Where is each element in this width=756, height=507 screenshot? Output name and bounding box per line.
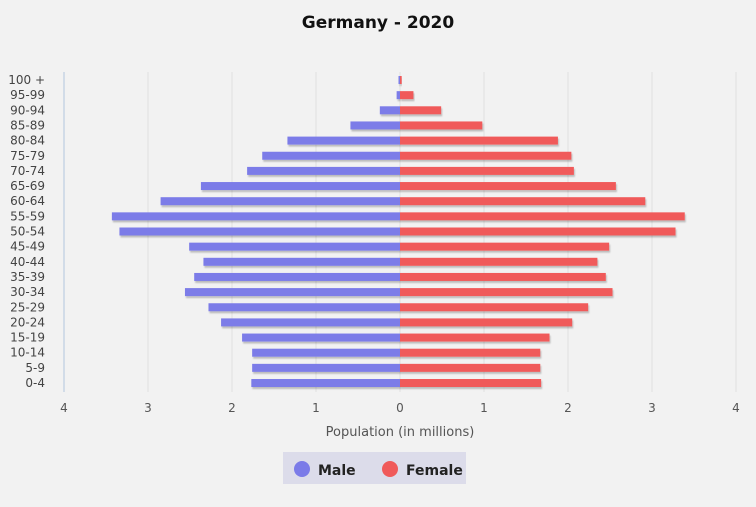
bar-female[interactable] — [400, 151, 572, 160]
bar-female[interactable] — [400, 257, 598, 266]
bar-male[interactable] — [203, 257, 400, 266]
bar-male[interactable] — [242, 333, 400, 342]
bar-male[interactable] — [252, 348, 400, 357]
bar-female[interactable] — [400, 212, 685, 221]
x-tick-label: 3 — [648, 401, 656, 415]
legend: Male Female — [283, 452, 466, 484]
y-tick-label: 10-14 — [10, 346, 45, 360]
bar-female[interactable] — [400, 333, 550, 342]
y-tick-label: 70-74 — [10, 164, 45, 178]
y-tick-label: 40-44 — [10, 255, 45, 269]
legend-label-male: Male — [318, 463, 356, 479]
bar-female[interactable] — [400, 76, 402, 84]
bar-male[interactable] — [379, 106, 400, 115]
bar-male[interactable] — [252, 363, 400, 372]
bar-male[interactable] — [221, 318, 400, 327]
bar-male[interactable] — [194, 272, 400, 281]
bar-female[interactable] — [400, 242, 610, 251]
bar-male[interactable] — [160, 197, 400, 206]
bar-male[interactable] — [398, 76, 401, 84]
bar-male[interactable] — [200, 182, 400, 191]
x-tick-label: 2 — [564, 401, 572, 415]
bar-male[interactable] — [396, 91, 400, 100]
y-tick-label: 25-29 — [10, 300, 45, 314]
y-tick-label: 15-19 — [10, 331, 45, 345]
legend-box — [283, 452, 466, 484]
y-tick-label: 35-39 — [10, 270, 45, 284]
bar-female[interactable] — [400, 106, 442, 115]
y-tick-label: 100 + — [8, 73, 45, 87]
x-tick-label: 4 — [60, 401, 68, 415]
bar-male[interactable] — [184, 288, 400, 297]
bar-male[interactable] — [189, 242, 400, 251]
bar-female[interactable] — [400, 348, 541, 357]
x-tick-label: 2 — [228, 401, 236, 415]
y-tick-label: 65-69 — [10, 179, 45, 193]
y-tick-label: 95-99 — [10, 88, 45, 102]
x-axis-label: Population (in millions) — [326, 425, 475, 440]
x-tick-labels: 4 3 2 1 0 1 2 3 4 — [60, 401, 740, 415]
y-tick-label: 20-24 — [10, 315, 45, 329]
bar-male[interactable] — [350, 121, 400, 130]
bar-female[interactable] — [400, 363, 541, 372]
legend-item-female[interactable]: Female — [382, 461, 463, 479]
bar-female[interactable] — [400, 166, 574, 175]
bar-male[interactable] — [119, 227, 400, 236]
bar-female[interactable] — [400, 182, 616, 191]
y-tick-label: 75-79 — [10, 149, 45, 163]
y-tick-label: 60-64 — [10, 194, 45, 208]
x-tick-label: 1 — [480, 401, 488, 415]
bar-female[interactable] — [400, 318, 573, 327]
legend-label-female: Female — [406, 463, 463, 479]
y-tick-label: 0-4 — [25, 376, 45, 390]
y-tick-label: 45-49 — [10, 240, 45, 254]
y-tick-label: 85-89 — [10, 118, 45, 132]
bar-female[interactable] — [400, 136, 558, 145]
bar-male[interactable] — [208, 303, 400, 312]
y-tick-label: 5-9 — [25, 361, 45, 375]
bar-female[interactable] — [400, 197, 646, 206]
bar-female[interactable] — [400, 272, 606, 281]
bar-male[interactable] — [111, 212, 400, 221]
bar-female[interactable] — [400, 379, 542, 387]
bar-female[interactable] — [400, 303, 589, 312]
x-tick-label: 0 — [396, 401, 404, 415]
y-tick-label: 55-59 — [10, 209, 45, 223]
y-tick-label: 90-94 — [10, 103, 45, 117]
x-tick-label: 1 — [312, 401, 320, 415]
bar-female[interactable] — [400, 227, 676, 236]
legend-item-male[interactable]: Male — [294, 461, 356, 479]
chart-title: Germany - 2020 — [302, 13, 455, 33]
y-tick-label: 80-84 — [10, 134, 45, 148]
y-tick-label: 50-54 — [10, 225, 45, 239]
bar-female[interactable] — [400, 288, 613, 297]
bar-male[interactable] — [287, 136, 400, 145]
bar-male[interactable] — [251, 379, 400, 387]
bar-female[interactable] — [400, 91, 414, 100]
bar-male[interactable] — [247, 166, 400, 175]
bar-male[interactable] — [262, 151, 400, 160]
y-tick-label: 30-34 — [10, 285, 45, 299]
bars-group — [111, 76, 685, 387]
legend-swatch-male — [294, 461, 310, 477]
x-tick-label: 4 — [732, 401, 740, 415]
bar-female[interactable] — [400, 121, 483, 130]
legend-swatch-female — [382, 461, 398, 477]
x-tick-label: 3 — [144, 401, 152, 415]
